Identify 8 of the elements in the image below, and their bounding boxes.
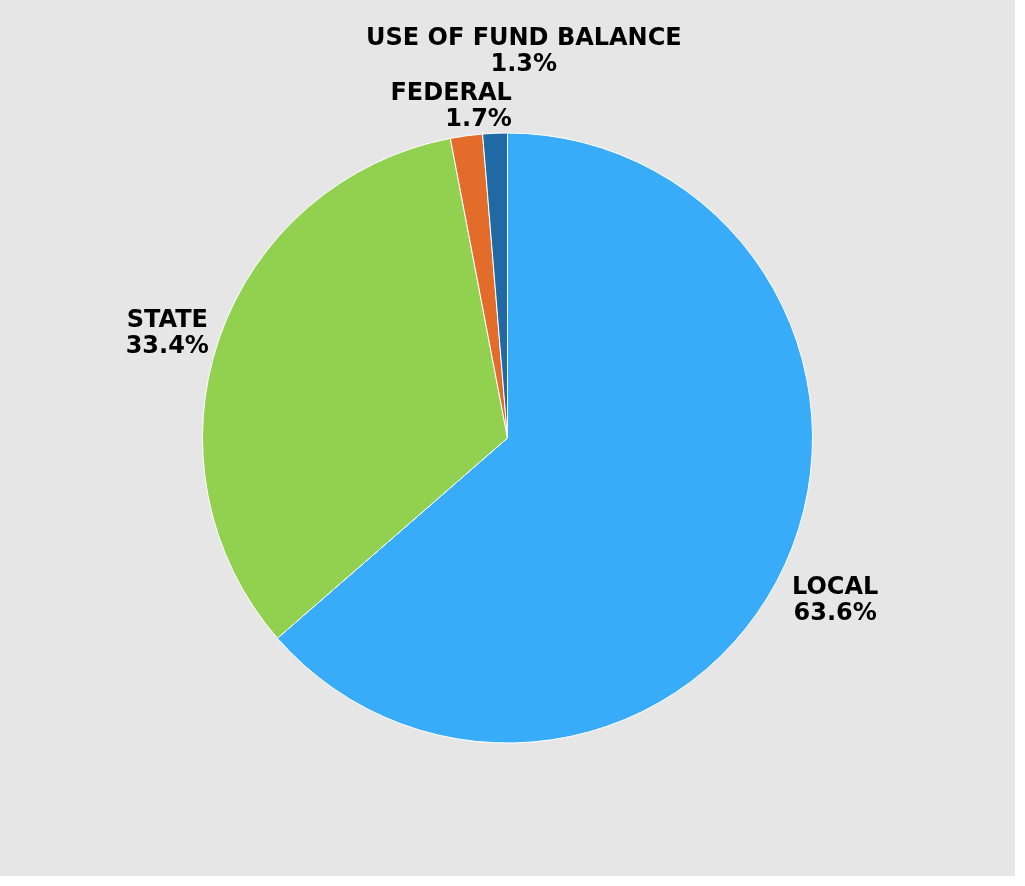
data-label: 1.3% (490, 49, 558, 78)
data-label: 1.7% (445, 104, 512, 133)
slice-label: STATE (126, 305, 208, 334)
data-label: 63.6% (793, 598, 877, 627)
slice-label: USE OF FUND BALANCE (365, 23, 682, 52)
slice-label: LOCAL (791, 572, 879, 601)
slice-label: FEDERAL (390, 78, 512, 107)
data-label: 33.4% (125, 331, 209, 360)
